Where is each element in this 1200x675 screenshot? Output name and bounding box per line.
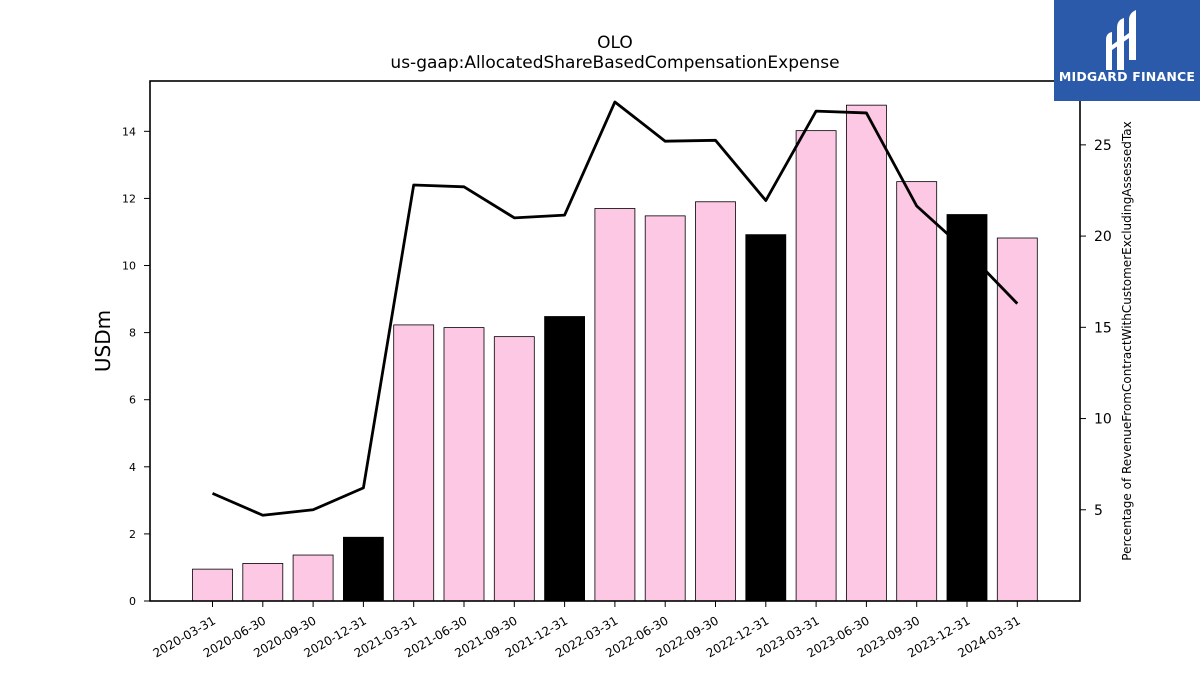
bar-2021-09-30 — [493, 336, 535, 602]
y-tick-label: 0 — [129, 595, 136, 608]
bar-2020-12-31 — [342, 536, 384, 602]
y-tick-label: 8 — [129, 327, 136, 340]
y-axis-right: 5 10 15 20 25 — [1080, 138, 1112, 519]
bar-2023-06-30 — [846, 104, 887, 602]
y-axis-left: 0 2 4 6 8 10 12 14 — [122, 125, 150, 608]
y-tick-label: 14 — [122, 125, 136, 138]
logo-mark-icon — [1106, 10, 1136, 70]
bar-2021-03-31 — [393, 324, 435, 602]
y2-tick-label: 20 — [1094, 229, 1112, 245]
line-group — [211, 100, 1019, 517]
y2-axis-label: Percentage of RevenueFromContractWithCus… — [1120, 121, 1134, 560]
bar-2022-06-30 — [644, 215, 686, 602]
y2-tick-label: 15 — [1094, 320, 1112, 336]
logo-text: MIDGARD FINANCE — [1058, 69, 1196, 84]
bar-2021-12-31 — [544, 316, 585, 602]
bar-2023-09-30 — [896, 181, 938, 602]
chart-title: OLO — [597, 33, 633, 53]
chart-subtitle: us-gaap:AllocatedShareBasedCompensationE… — [390, 53, 840, 73]
bar-2022-12-31 — [745, 234, 787, 602]
bar-2022-03-31 — [594, 208, 636, 602]
y2-tick-label: 25 — [1094, 138, 1112, 154]
bar-2020-06-30 — [242, 563, 284, 602]
bar-2023-03-31 — [795, 130, 837, 602]
y-tick-label: 2 — [129, 528, 136, 541]
x-axis: 2020-03-312020-06-302020-09-302020-12-31… — [151, 601, 1023, 660]
y2-tick-label: 10 — [1094, 412, 1112, 428]
midgard-finance-logo: MIDGARD FINANCE — [1054, 0, 1200, 101]
bar-2023-12-31 — [946, 214, 988, 602]
bars-group — [192, 104, 1038, 602]
y-axis-label: USDm — [91, 310, 115, 372]
y-tick-label: 4 — [129, 461, 136, 474]
bar-2020-09-30 — [292, 554, 334, 602]
y-tick-label: 12 — [122, 192, 136, 205]
y-tick-label: 10 — [122, 260, 136, 273]
bar-2020-03-31 — [192, 568, 233, 602]
percentage-line — [211, 100, 1019, 517]
bar-2022-09-30 — [695, 201, 736, 602]
y2-tick-label: 5 — [1094, 503, 1103, 519]
bar-2021-06-30 — [443, 327, 485, 602]
y-tick-label: 6 — [129, 394, 136, 407]
bar-2024-03-31 — [996, 237, 1038, 602]
